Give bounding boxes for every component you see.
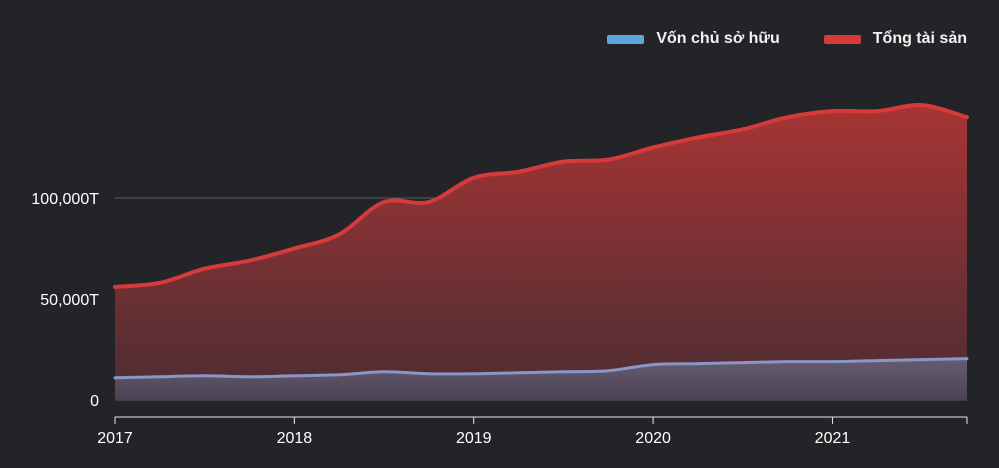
- legend-item-total-assets[interactable]: Tổng tài sản: [823, 30, 967, 48]
- series-line-1[interactable]: [113, 103, 969, 289]
- legend-label-total-assets: Tổng tài sản: [872, 30, 967, 47]
- chart-legend: Vốn chủ sở hữu Tổng tài sản: [607, 30, 967, 48]
- series-area-1: [115, 104, 967, 400]
- series-line-0[interactable]: [113, 357, 969, 380]
- axes: 0 50,000T 100,000T 2017 2018 2019 2020 2021: [31, 191, 968, 447]
- series-areas: [115, 104, 967, 400]
- x-tick-label-1: 2018: [277, 430, 313, 447]
- x-tick-label-3: 2020: [635, 430, 671, 447]
- legend-label-equity: Vốn chủ sở hữu: [656, 30, 780, 47]
- legend-swatch-total-assets: [823, 34, 861, 44]
- x-tick-label-0: 2017: [97, 430, 133, 447]
- x-tick-label-2: 2019: [456, 430, 492, 447]
- y-tick-label-2: 100,000T: [31, 191, 99, 208]
- series-lines: [113, 103, 969, 380]
- y-tick-label-0: 0: [90, 393, 99, 410]
- legend-item-equity[interactable]: Vốn chủ sở hữu: [607, 30, 780, 48]
- series-area-0: [115, 358, 967, 400]
- x-tick-label-4: 2021: [815, 430, 851, 447]
- y-tick-label-1: 50,000T: [40, 292, 99, 309]
- legend-swatch-equity: [607, 34, 645, 44]
